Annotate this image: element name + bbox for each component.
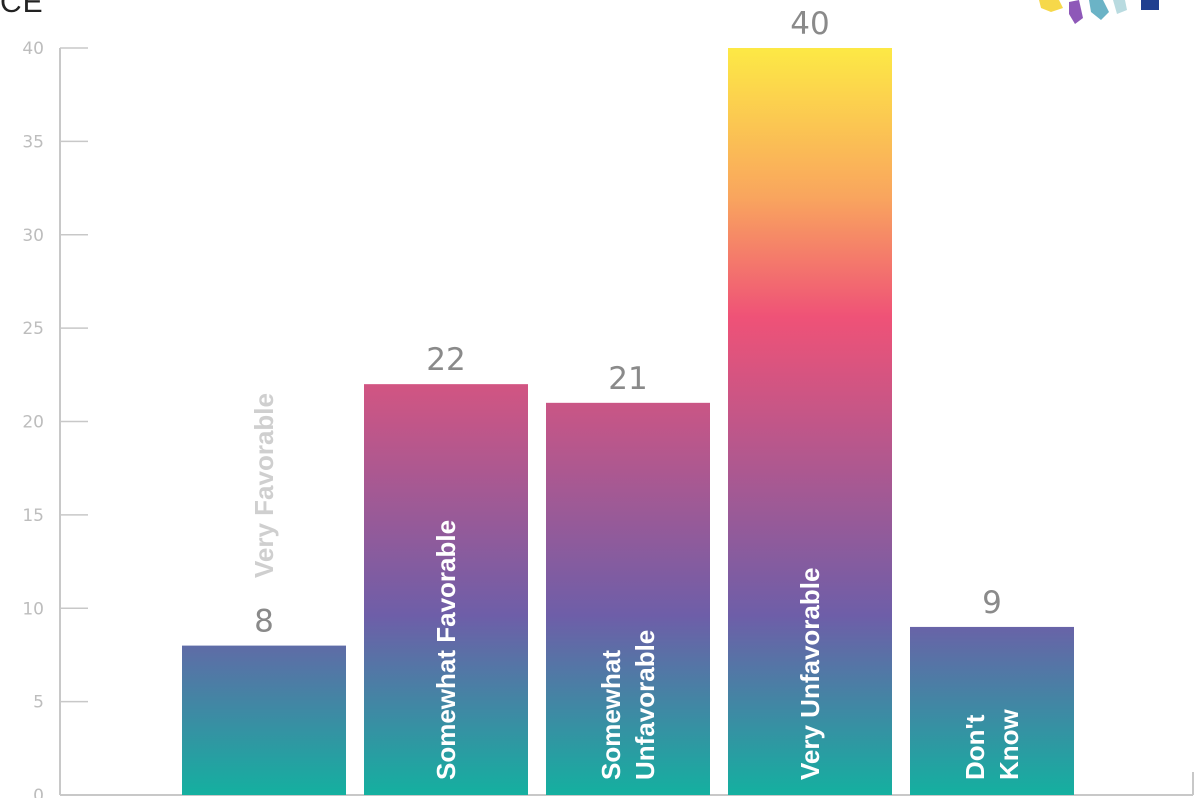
category-label-group: Very Favorable <box>249 393 279 578</box>
category-label-group: Somewhat Unfavorable <box>596 630 660 780</box>
category-label: Don't <box>960 714 990 780</box>
data-label: 40 <box>790 6 829 42</box>
category-label: Very Unfavorable <box>795 568 825 780</box>
y-tick-label: 5 <box>33 693 44 713</box>
bar <box>182 645 346 795</box>
category-label: Somewhat Favorable <box>431 520 461 780</box>
y-tick-label: 30 <box>22 226 44 246</box>
category-label: Somewhat <box>596 650 626 780</box>
data-label: 21 <box>608 361 647 397</box>
y-tick-label: 10 <box>22 599 44 619</box>
category-label-group: Somewhat Favorable <box>431 520 461 780</box>
y-tick-label: 40 <box>22 39 44 59</box>
bar <box>910 626 1074 795</box>
corner-title-fragment: CE <box>0 0 44 19</box>
map-logo-icon <box>1039 0 1159 24</box>
bar <box>728 48 892 795</box>
y-tick-label: 25 <box>22 319 44 339</box>
bar <box>364 384 528 795</box>
y-tick-label: 0 <box>33 786 44 798</box>
y-tick-label: 20 <box>22 413 44 433</box>
category-label: Know <box>994 708 1024 780</box>
y-tick-label: 35 <box>22 132 44 152</box>
data-label: 8 <box>254 604 274 640</box>
category-label-group: Very Unfavorable <box>795 568 825 780</box>
y-tick-label: 15 <box>22 506 44 526</box>
category-label: Very Favorable <box>249 393 279 578</box>
bar <box>546 402 710 795</box>
category-label-group: Don't Know <box>960 708 1024 780</box>
category-label: Unfavorable <box>630 630 660 780</box>
data-label: 22 <box>426 342 465 378</box>
data-label: 9 <box>982 585 1002 621</box>
